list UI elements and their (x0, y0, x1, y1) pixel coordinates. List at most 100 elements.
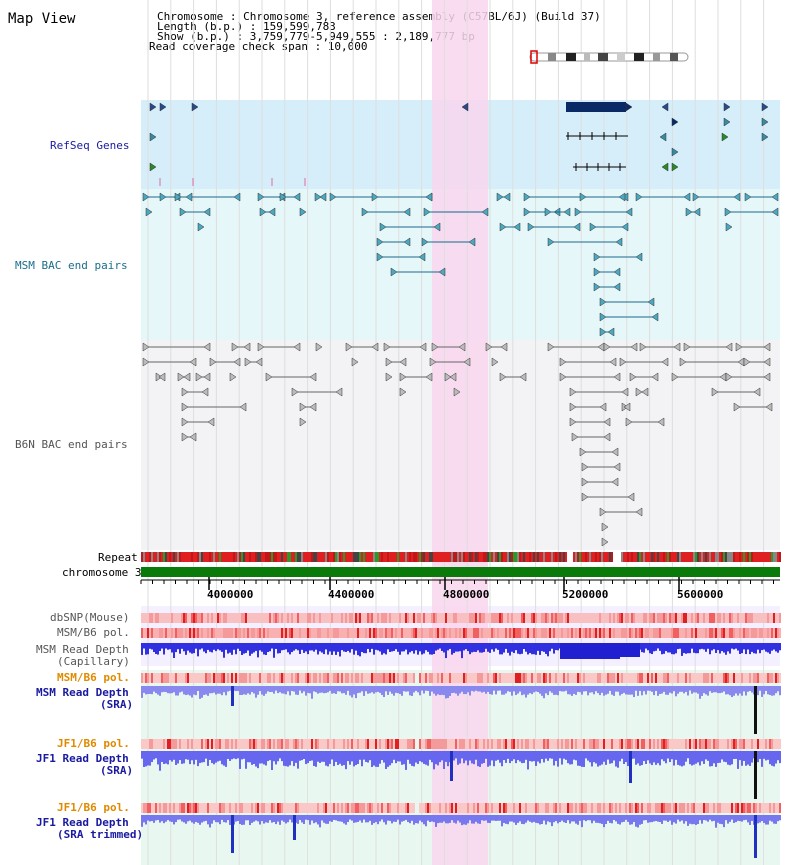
jf1-depth-sra-bar (483, 751, 485, 764)
msm-b6-pol-sra-heat-cell (241, 673, 243, 683)
msm-b6-pol-heat-cell (663, 628, 665, 638)
repeat-segment (549, 552, 551, 562)
jf1-read-depth-sra-label[interactable]: JF1 Read Depth (36, 752, 129, 765)
repeat-segment (451, 552, 453, 562)
dbsnp-heat-cell (349, 613, 351, 623)
jf1-depth-sra-bar (443, 751, 445, 769)
jf1-depth-sra-bar (367, 751, 369, 763)
jf1-b6-pol-heat-cell (485, 739, 487, 749)
repeat-segment (377, 552, 379, 562)
msm-b6-pol-heat-cell (701, 628, 703, 638)
jf1-depth-sra-bar (397, 751, 399, 762)
jf1-depth-trim-bar (143, 815, 145, 823)
repeat-segment (299, 552, 301, 562)
jf1-depth-sra-bar (193, 751, 195, 765)
refseq-gene-arrow (721, 132, 729, 142)
jf1-b6-pol-trim-heat-cell (355, 803, 357, 813)
jf1-b6-pol-trim-heat-cell (685, 803, 687, 813)
msm-b6-pol-label-2[interactable]: MSM/B6 pol. (57, 671, 130, 684)
msm-b6-pol-sra-heat-cell (539, 673, 541, 683)
msm-depth-sra-bar (525, 686, 527, 698)
jf1-b6-pol-heat-cell (571, 739, 573, 749)
msm-b6-pol-heat-cell (189, 628, 191, 638)
jf1-depth-trim-bar (693, 815, 695, 825)
jf1-depth-sra-bar (231, 751, 233, 760)
b6n-bac-end (629, 372, 637, 382)
jf1-read-depth-trim-label[interactable]: JF1 Read Depth (36, 816, 129, 829)
jf1-depth-sra-bar (633, 751, 635, 759)
jf1-depth-trim-bar (141, 815, 143, 827)
msm-b6-pol-heat-cell (165, 628, 167, 638)
jf1-b6-pol-trim-heat-cell (491, 803, 493, 813)
jf1-b6-pol-trim-heat-cell (451, 803, 453, 813)
jf1-b6-pol-trim-heat-cell (669, 803, 671, 813)
jf1-depth-sra-bar (325, 751, 327, 766)
msm-depth-sra-bar (523, 686, 525, 695)
jf1-depth-sra-bar (695, 751, 697, 764)
jf1-depth-sra-bar (563, 751, 565, 759)
msm-depth-sra-bar (495, 686, 497, 695)
jf1-b6-pol-label-1[interactable]: JF1/B6 pol. (57, 737, 130, 750)
refseq-gene-arrow (761, 102, 769, 112)
repeat-segment (211, 552, 213, 562)
dbsnp-heat-cell (729, 613, 731, 623)
msm-read-depth-cap-label[interactable]: MSM Read Depth (36, 643, 129, 656)
b6n-bac-end (753, 387, 761, 397)
jf1-depth-trim-bar (495, 815, 497, 821)
msm-depth-sra-bar-spike (754, 686, 757, 734)
dbsnp-heat-cell (715, 613, 717, 623)
jf1-depth-sra-bar (269, 751, 271, 761)
refseq-genes-label[interactable]: RefSeq Genes (50, 139, 130, 152)
msm-depth-cap-bar (321, 643, 323, 653)
jf1-depth-sra-bar (591, 751, 593, 767)
jf1-b6-pol-label-2[interactable]: JF1/B6 pol. (57, 801, 130, 814)
jf1-depth-sra-bar (245, 751, 247, 769)
repeat-segment (679, 552, 681, 562)
msm-b6-pol-sra-heat-cell (661, 673, 663, 683)
jf1-b6-pol-trim-heat-cell (647, 803, 649, 813)
msm-depth-sra-bar (199, 686, 201, 699)
msm-depth-cap-bar (215, 643, 217, 652)
msm-b6-pol-sra-heat-cell (767, 673, 769, 683)
msm-bac-end (371, 192, 379, 202)
b6n-bac-end (244, 357, 252, 367)
msm-depth-cap-bar (219, 643, 221, 651)
jf1-depth-trim-bar (485, 815, 487, 821)
repeat-segment (577, 552, 579, 562)
jf1-b6-pol-trim-heat-cell (447, 803, 449, 813)
msm-b6-pol-sra-heat-cell (339, 673, 341, 683)
jf1-b6-pol-trim-heat-cell (267, 803, 269, 813)
jf1-b6-pol-trim-heat-cell (153, 803, 155, 813)
repeat-segment (311, 552, 313, 562)
dbsnp-label[interactable]: dbSNP(Mouse) (50, 611, 130, 624)
jf1-b6-pol-heat-cell (689, 739, 691, 749)
b6n-bac-end (299, 402, 307, 412)
jf1-depth-trim-bar-spike (231, 815, 234, 853)
b6n-bac-label[interactable]: B6N BAC end pairs (15, 438, 128, 451)
jf1-b6-pol-heat-cell (215, 739, 217, 749)
msm-b6-pol-heat-cell (581, 628, 583, 638)
jf1-b6-pol-heat-cell (541, 739, 543, 749)
jf1-b6-pol-trim-heat-cell (231, 803, 233, 813)
jf1-depth-trim-bar (539, 815, 541, 825)
b6n-bac-end (419, 342, 427, 352)
msm-bac-label[interactable]: MSM BAC end pairs (15, 259, 128, 272)
msm-depth-sra-bar (345, 686, 347, 695)
msm-b6-pol-sra-heat-cell (715, 673, 717, 683)
jf1-b6-pol-heat-cell (493, 739, 495, 749)
msm-read-depth-sra-label[interactable]: MSM Read Depth (36, 686, 129, 699)
jf1-depth-trim-bar (553, 815, 555, 823)
msm-b6-pol-heat-cell (379, 628, 381, 638)
msm-b6-pol-sra-heat-cell (719, 673, 721, 683)
jf1-depth-sra-bar (517, 751, 519, 761)
msm-b6-pol-heat-cell (327, 628, 329, 638)
dbsnp-heat-cell (199, 613, 201, 623)
msm-b6-pol-label-1[interactable]: MSM/B6 pol. (57, 626, 130, 639)
repeat-segment (393, 552, 395, 562)
msm-b6-pol-heat-cell (517, 628, 519, 638)
jf1-depth-sra-bar (415, 751, 417, 763)
msm-b6-pol-heat-cell (631, 628, 633, 638)
msm-b6-pol-heat-cell (639, 628, 641, 638)
jf1-depth-trim-bar (427, 815, 429, 821)
